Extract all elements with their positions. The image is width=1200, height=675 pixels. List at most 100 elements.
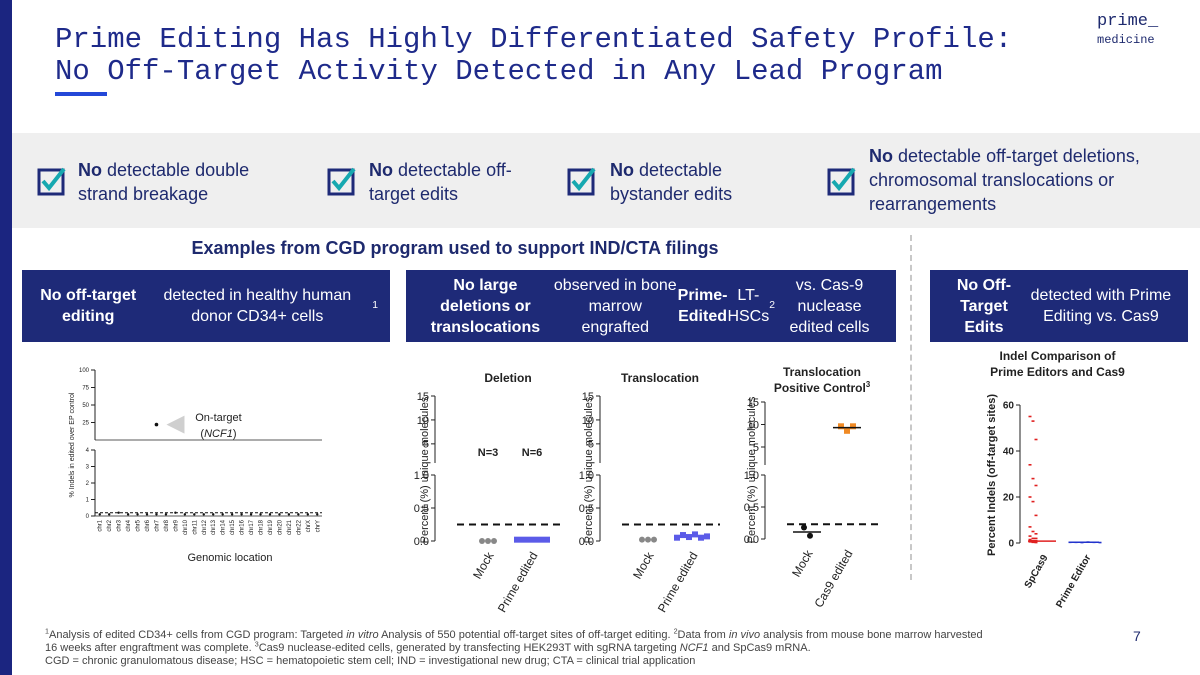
point [491,538,497,544]
point [485,538,491,544]
text-run: in vivo [728,629,761,641]
point [850,423,856,430]
point [287,513,291,516]
x-tick-label: chr19 [268,519,274,535]
point [212,513,215,516]
point [1031,420,1035,422]
chart-title: Translocation Positive Control3 [767,364,877,396]
check-icon [567,167,596,196]
text-run: No [78,160,102,180]
x-tick-label: chr11 [192,519,198,534]
point [1031,500,1035,503]
point [1034,533,1038,535]
point [639,536,645,543]
y-tick-label: 50 [82,403,89,409]
text-run: NCF1 [204,427,233,440]
point [1028,496,1032,498]
text-run: detectable double strand breakage [78,160,250,204]
check-mark [571,167,596,192]
x-tick-label: Mock [789,547,816,580]
point [645,536,651,543]
point [698,534,704,541]
title-line: No Off-Target Activity Detected in Any L… [55,55,943,88]
y-axis-label: % Indels in edited over EP control [69,392,76,497]
point [807,532,813,539]
point [526,536,532,543]
text-run: Analysis of 550 potential off-target sit… [378,629,674,641]
y-tick-label: 40 [1003,447,1015,458]
annotation: (NCF1) [188,428,248,440]
text-run: observed in bone marrow engrafted [553,276,677,336]
text-run: ( [200,427,205,440]
point [1028,415,1032,418]
point [1031,541,1035,544]
y-tick-label: 0.5 [414,503,429,515]
point [532,536,538,543]
text-run: and SpCas9 mRNA. [708,642,811,654]
footnote: CGD = chronic granulomatous disease; HSC… [45,655,995,668]
point [297,513,300,516]
chart-title: Deletion [458,370,558,386]
y-tick-label: 0.5 [579,503,594,515]
text-run: LT-HSCs [727,287,770,325]
x-tick-label: Cas9 edited [811,548,855,610]
check-mark [331,167,356,192]
pointer-arrow [166,415,185,434]
y-tick-label: 4 [86,448,90,454]
point [651,536,657,543]
text-run: detected in healthy human donor CD34+ ce… [163,287,352,325]
y-tick-label: 0 [86,514,90,520]
x-tick-label: chr6 [145,519,151,531]
point [1068,541,1072,544]
text-run: analysis from mouse bone marrow harveste… [45,629,983,654]
text-run: Translocation [620,371,700,385]
panel: No Off-Target Edits detected with Prime … [930,270,1188,342]
side-bar [0,0,12,675]
text-run: Deletion [484,371,532,385]
point [221,513,224,516]
highlight-text: No detectable off-target edits [369,158,519,206]
text-run: On-target [195,411,242,424]
y-tick-label: 100 [79,368,90,374]
chart-title: Indel Comparison of Prime Editors and Ca… [985,348,1130,380]
text-run: in vitro [346,629,379,641]
x-tick-label: chr4 [126,519,132,531]
text-run: 3 [865,380,871,389]
y-tick-label: 0.0 [414,536,429,548]
point [1098,541,1102,544]
text-run: No [369,160,393,180]
point [98,513,101,516]
footnote: 1Analysis of edited CD34+ cells from CGD… [45,627,995,655]
point [1031,477,1035,480]
annotation: N=3 [478,447,499,459]
point [1034,438,1038,441]
x-tick-label: chr8 [164,519,170,531]
text-run: 1 [45,627,49,636]
x-tick-label: chr3 [117,519,123,531]
highlight-text: No detectable off-target deletions, chro… [869,144,1184,216]
point [155,513,158,516]
y-axis-label: Percent (%) unique molecules [746,396,758,543]
text-run: vs. Cas-9 nuclease edited cells [789,276,870,336]
y-tick-label: 75 [82,386,89,392]
point [1028,538,1032,541]
x-tick-label: chr15 [230,519,236,535]
x-tick-label: chr14 [221,519,227,535]
y-tick-label: 15 [417,391,429,403]
text-run: detected with Prime Editing vs. Cas9 [1030,287,1172,325]
point [164,513,168,516]
text-run: CGD = chronic granulomatous disease; HSC… [45,655,696,667]
text-run: detectable off-target deletions, chromos… [869,146,1140,214]
y-tick-label: 10 [582,415,594,427]
point [278,513,281,516]
highlight-text: No detectable double strand breakage [78,158,288,206]
point [230,513,234,516]
y-tick-label: 0.5 [744,502,759,514]
annotation: On-target [188,412,248,424]
point [1034,514,1038,517]
point [704,533,710,540]
divider [910,235,912,580]
x-tick-label: chr1 [98,519,104,531]
annotation: N=6 [522,447,543,459]
